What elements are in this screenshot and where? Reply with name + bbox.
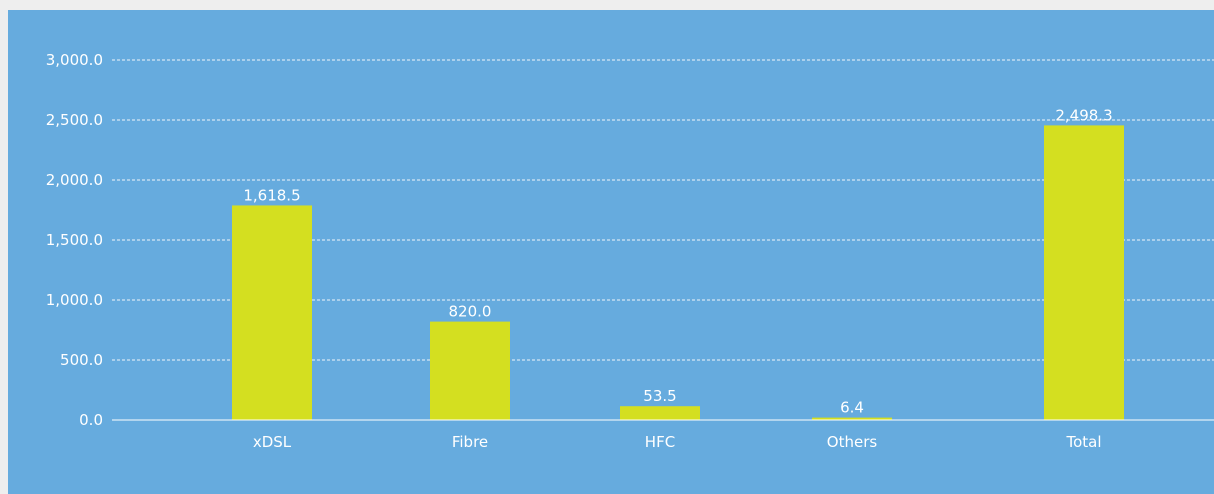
bar-xdsl [232, 205, 312, 420]
bar-others [812, 417, 892, 420]
bar-fibre [430, 321, 510, 420]
bar-total [1044, 125, 1124, 421]
y-tick-label: 2,500.0 [46, 111, 103, 129]
data-label: 1,618.5 [243, 186, 300, 204]
y-axis-tick-labels: 0.0 500.0 1,000.0 1,500.0 2,000.0 2,500.0 3,00… [46, 51, 103, 429]
bars [232, 125, 1124, 421]
data-label: 2,498.3 [1055, 106, 1112, 124]
y-tick-label: 1,500.0 [46, 231, 103, 249]
data-label: 6.4 [840, 399, 864, 417]
bar-hfc [620, 406, 700, 420]
x-category-label: xDSL [253, 433, 292, 451]
y-tick-label: 0.0 [79, 411, 103, 429]
bar-chart: 0.0 500.0 1,000.0 1,500.0 2,000.0 2,500.0 3,00… [8, 10, 1214, 494]
x-category-label: Others [827, 433, 878, 451]
y-tick-label: 500.0 [60, 351, 103, 369]
chart-background [8, 10, 1214, 494]
data-labels: 1,618.5 820.0 53.5 6.4 2,498.3 [243, 106, 1112, 416]
chart-panel: 0.0 500.0 1,000.0 1,500.0 2,000.0 2,500.0 3,00… [8, 10, 1214, 494]
y-tick-label: 3,000.0 [46, 51, 103, 69]
x-category-label: Total [1065, 433, 1101, 451]
x-category-label: HFC [645, 433, 675, 451]
data-label: 820.0 [449, 303, 492, 321]
y-tick-label: 1,000.0 [46, 291, 103, 309]
x-category-label: Fibre [452, 433, 488, 451]
gridlines [112, 59, 1214, 361]
x-axis-category-labels: xDSL Fibre HFC Others Total [253, 433, 1102, 451]
y-tick-label: 2,000.0 [46, 171, 103, 189]
data-label: 53.5 [643, 387, 676, 405]
